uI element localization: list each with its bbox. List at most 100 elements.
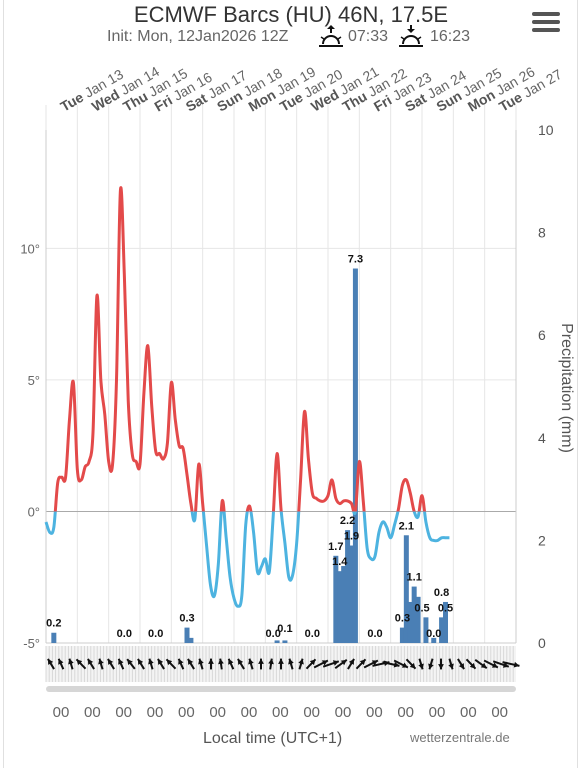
wind-arrow-head xyxy=(258,658,264,664)
precip-bar xyxy=(411,586,417,643)
precip-data-label: 0.3 xyxy=(395,613,410,625)
wind-arrow-head xyxy=(208,658,214,664)
precip-data-label: 0.0 xyxy=(305,628,320,640)
y-right-tick-label: 8 xyxy=(538,225,546,241)
wind-arrow-head xyxy=(438,664,444,670)
precip-data-label: 0.0 xyxy=(148,628,163,640)
x-tick-label: 00 xyxy=(397,704,414,721)
wind-arrow-head xyxy=(187,658,194,665)
precip-data-label: 1.9 xyxy=(344,531,359,543)
wind-arrow-head xyxy=(502,662,509,668)
precip-data-label: 0.5 xyxy=(414,602,429,614)
wind-arrow-head xyxy=(166,659,173,666)
precip-bar xyxy=(431,637,437,643)
wind-arrow-head xyxy=(87,658,94,665)
hamburger-menu-icon[interactable] xyxy=(532,12,560,34)
wind-arrow-head xyxy=(491,662,498,668)
x-tick-label: 00 xyxy=(84,704,101,721)
y-left-tick-label: 10° xyxy=(20,241,40,256)
x-tick-label: 00 xyxy=(335,704,352,721)
wind-arrow-head xyxy=(198,658,204,665)
precip-bar xyxy=(443,601,448,643)
y-right-axis-label: Precipitation (mm) xyxy=(558,323,575,453)
wind-arrow-head xyxy=(348,658,355,665)
wind-arrow-head xyxy=(418,663,424,670)
chart-title: ECMWF Barcs (HU) 46N, 17.5E xyxy=(133,2,449,27)
wind-arrow-head xyxy=(393,661,400,668)
wind-arrow-head xyxy=(458,663,465,670)
precip-data-label: 0.0 xyxy=(117,628,132,640)
wind-arrow-head xyxy=(218,658,224,665)
wind-arrow-head xyxy=(178,658,184,665)
precip-bar xyxy=(352,268,358,643)
wind-arrow-head xyxy=(76,659,83,666)
sunrise-icon xyxy=(319,25,343,47)
wind-arrow-head xyxy=(409,662,416,669)
wind-arrow-head xyxy=(268,658,274,665)
frame-border-right xyxy=(577,0,578,768)
precip-bar xyxy=(423,617,429,643)
temperature-line-warm xyxy=(53,186,427,512)
precip-data-label: 7.3 xyxy=(348,254,363,266)
precip-data-label: 2.1 xyxy=(399,520,414,532)
wind-arrow-head xyxy=(47,658,54,665)
wind-arrow-head xyxy=(371,660,378,666)
y-left-tick-label: 5° xyxy=(28,373,40,388)
precip-bar xyxy=(282,640,288,643)
x-tick-label: 00 xyxy=(147,704,164,721)
precip-data-label: 0.1 xyxy=(277,623,292,635)
sunset-time: 16:23 xyxy=(430,28,471,45)
y-right-tick-label: 10 xyxy=(538,122,554,138)
x-tick-label: 00 xyxy=(209,704,226,721)
y-right-tick-label: 2 xyxy=(538,532,546,548)
x-tick-label: 00 xyxy=(241,704,258,721)
wind-arrow-head xyxy=(248,658,254,665)
y-right-tick-label: 6 xyxy=(538,327,546,343)
wind-arrow-head xyxy=(98,658,104,665)
precip-data-label: 1.1 xyxy=(407,572,422,584)
precip-bar xyxy=(337,571,343,643)
precip-bar xyxy=(399,627,405,643)
wind-arrow-head xyxy=(321,660,328,666)
precip-bar xyxy=(274,640,280,643)
x-tick-label: 00 xyxy=(53,704,70,721)
wind-arrow-head xyxy=(228,658,234,665)
time-scrollbar[interactable] xyxy=(46,686,516,692)
wind-arrow-head xyxy=(309,659,316,666)
x-tick-label: 00 xyxy=(178,704,195,721)
x-tick-label: 00 xyxy=(366,704,383,721)
precip-bar xyxy=(345,530,351,643)
wind-arrow-head xyxy=(278,658,284,664)
source-credit[interactable]: wetterzentrale.de xyxy=(410,730,510,745)
precip-bar xyxy=(188,637,194,643)
x-axis-label: Local time (UTC+1) xyxy=(203,730,343,747)
precip-data-label: 0.5 xyxy=(438,602,453,614)
wind-arrow-head xyxy=(148,658,154,665)
precip-bar xyxy=(184,627,190,643)
precip-bar xyxy=(341,566,347,643)
wind-arrow-head xyxy=(118,658,124,665)
x-tick-label: 00 xyxy=(303,704,320,721)
wind-arrow-head xyxy=(237,658,244,665)
wind-arrow-head xyxy=(298,658,304,665)
precip-bar xyxy=(333,555,339,643)
y-left-tick-label: 0° xyxy=(28,504,40,519)
precip-data-label: 0.0 xyxy=(426,628,441,640)
wind-arrow-head xyxy=(107,658,114,665)
x-tick-label: 00 xyxy=(115,704,132,721)
wind-arrow-head xyxy=(401,662,408,668)
y-left-tick-label: -5° xyxy=(23,636,40,651)
wind-arrow-head xyxy=(288,658,294,665)
precip-data-label: 1.7 xyxy=(328,541,343,553)
precip-bar xyxy=(407,601,413,643)
precip-data-label: 0.8 xyxy=(434,587,449,599)
precip-bar xyxy=(415,596,421,643)
frame-border-left xyxy=(3,0,4,768)
precip-data-label: 0.0 xyxy=(266,628,281,640)
wind-arrow-head xyxy=(137,658,144,665)
wind-arrow-head xyxy=(448,663,454,670)
wind-arrow-head xyxy=(58,658,64,665)
sunset-icon xyxy=(399,25,423,47)
wind-arrow-head xyxy=(127,659,133,666)
